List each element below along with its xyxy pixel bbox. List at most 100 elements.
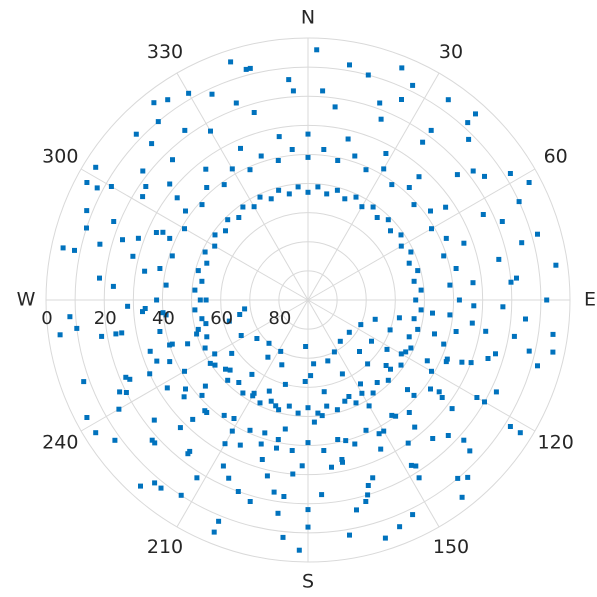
- data-point: [216, 518, 222, 524]
- azimuth-spoke-120: [307, 299, 536, 432]
- data-point: [123, 390, 129, 395]
- data-point: [535, 363, 540, 369]
- data-point: [229, 166, 235, 172]
- data-point: [182, 368, 187, 374]
- data-point: [332, 104, 338, 110]
- data-point: [296, 547, 302, 553]
- data-point: [280, 534, 286, 540]
- data-point: [238, 145, 243, 151]
- data-point: [123, 374, 129, 380]
- data-point: [517, 430, 523, 436]
- data-point: [93, 430, 99, 436]
- data-point: [398, 351, 404, 357]
- data-point: [499, 219, 505, 224]
- data-point: [523, 316, 528, 322]
- data-point: [365, 483, 371, 488]
- data-point: [154, 358, 160, 364]
- data-point: [346, 329, 352, 335]
- azimuth-tick-label: 330: [147, 41, 183, 63]
- data-point: [320, 88, 326, 94]
- data-point: [389, 182, 395, 188]
- data-point: [358, 322, 364, 328]
- data-point: [84, 208, 90, 214]
- data-point: [268, 196, 274, 202]
- data-point: [247, 427, 253, 433]
- data-point: [493, 389, 499, 395]
- data-point: [212, 351, 218, 357]
- data-point: [221, 412, 227, 418]
- data-point: [411, 202, 417, 208]
- data-point: [154, 297, 160, 303]
- polar-grid: [45, 37, 571, 563]
- data-point: [202, 249, 208, 255]
- data-point: [441, 341, 447, 347]
- data-point: [93, 164, 99, 170]
- data-point: [116, 406, 122, 412]
- data-point: [199, 202, 205, 208]
- data-point: [372, 316, 378, 322]
- data-point: [342, 398, 348, 404]
- data-point: [195, 268, 201, 274]
- data-point: [160, 229, 166, 235]
- data-point: [155, 119, 161, 125]
- data-point: [415, 326, 421, 332]
- data-point: [243, 66, 249, 72]
- data-point: [397, 524, 403, 530]
- azimuth-spoke-30: [307, 72, 440, 301]
- data-point: [342, 196, 348, 202]
- data-point: [208, 128, 213, 134]
- data-point: [410, 512, 416, 518]
- data-point: [203, 166, 209, 172]
- data-point: [408, 462, 414, 468]
- data-point: [378, 116, 384, 122]
- data-point: [365, 492, 371, 498]
- data-point: [366, 403, 372, 409]
- data-point: [357, 349, 362, 354]
- data-point: [352, 441, 358, 447]
- data-point: [97, 241, 103, 247]
- data-point: [408, 345, 414, 351]
- azimuth-tick-label: 60: [544, 146, 568, 168]
- data-point: [119, 330, 125, 336]
- data-point: [110, 283, 116, 289]
- data-point: [142, 306, 148, 311]
- data-point: [286, 403, 292, 409]
- data-point: [415, 268, 421, 274]
- data-point: [142, 268, 148, 274]
- data-point: [444, 356, 450, 362]
- data-point: [229, 350, 235, 356]
- data-point: [202, 408, 208, 414]
- data-point: [295, 184, 301, 190]
- compass-label-s: S: [302, 571, 314, 593]
- data-point: [97, 275, 102, 281]
- data-point: [265, 354, 271, 360]
- scatter-points: [57, 47, 559, 553]
- data-point: [470, 280, 476, 286]
- data-point: [169, 341, 175, 347]
- data-point: [343, 438, 349, 444]
- data-point: [500, 304, 506, 310]
- data-point: [420, 139, 426, 145]
- data-point: [465, 120, 471, 126]
- data-point: [376, 431, 382, 437]
- azimuth-tick-label: 240: [42, 432, 78, 454]
- data-point: [347, 62, 352, 68]
- data-point: [466, 136, 472, 142]
- data-point: [305, 154, 311, 160]
- data-point: [410, 82, 416, 88]
- data-point: [257, 400, 263, 406]
- data-point: [550, 331, 556, 337]
- data-point: [135, 235, 141, 241]
- data-point: [428, 127, 434, 133]
- data-point: [374, 215, 380, 220]
- data-point: [429, 368, 434, 374]
- data-point: [286, 77, 292, 83]
- data-point: [399, 65, 405, 71]
- data-point: [398, 243, 404, 249]
- data-point: [282, 381, 288, 387]
- data-point: [242, 306, 248, 312]
- data-point: [254, 336, 260, 341]
- data-point: [282, 426, 288, 432]
- data-point: [202, 383, 208, 389]
- data-point: [194, 475, 200, 481]
